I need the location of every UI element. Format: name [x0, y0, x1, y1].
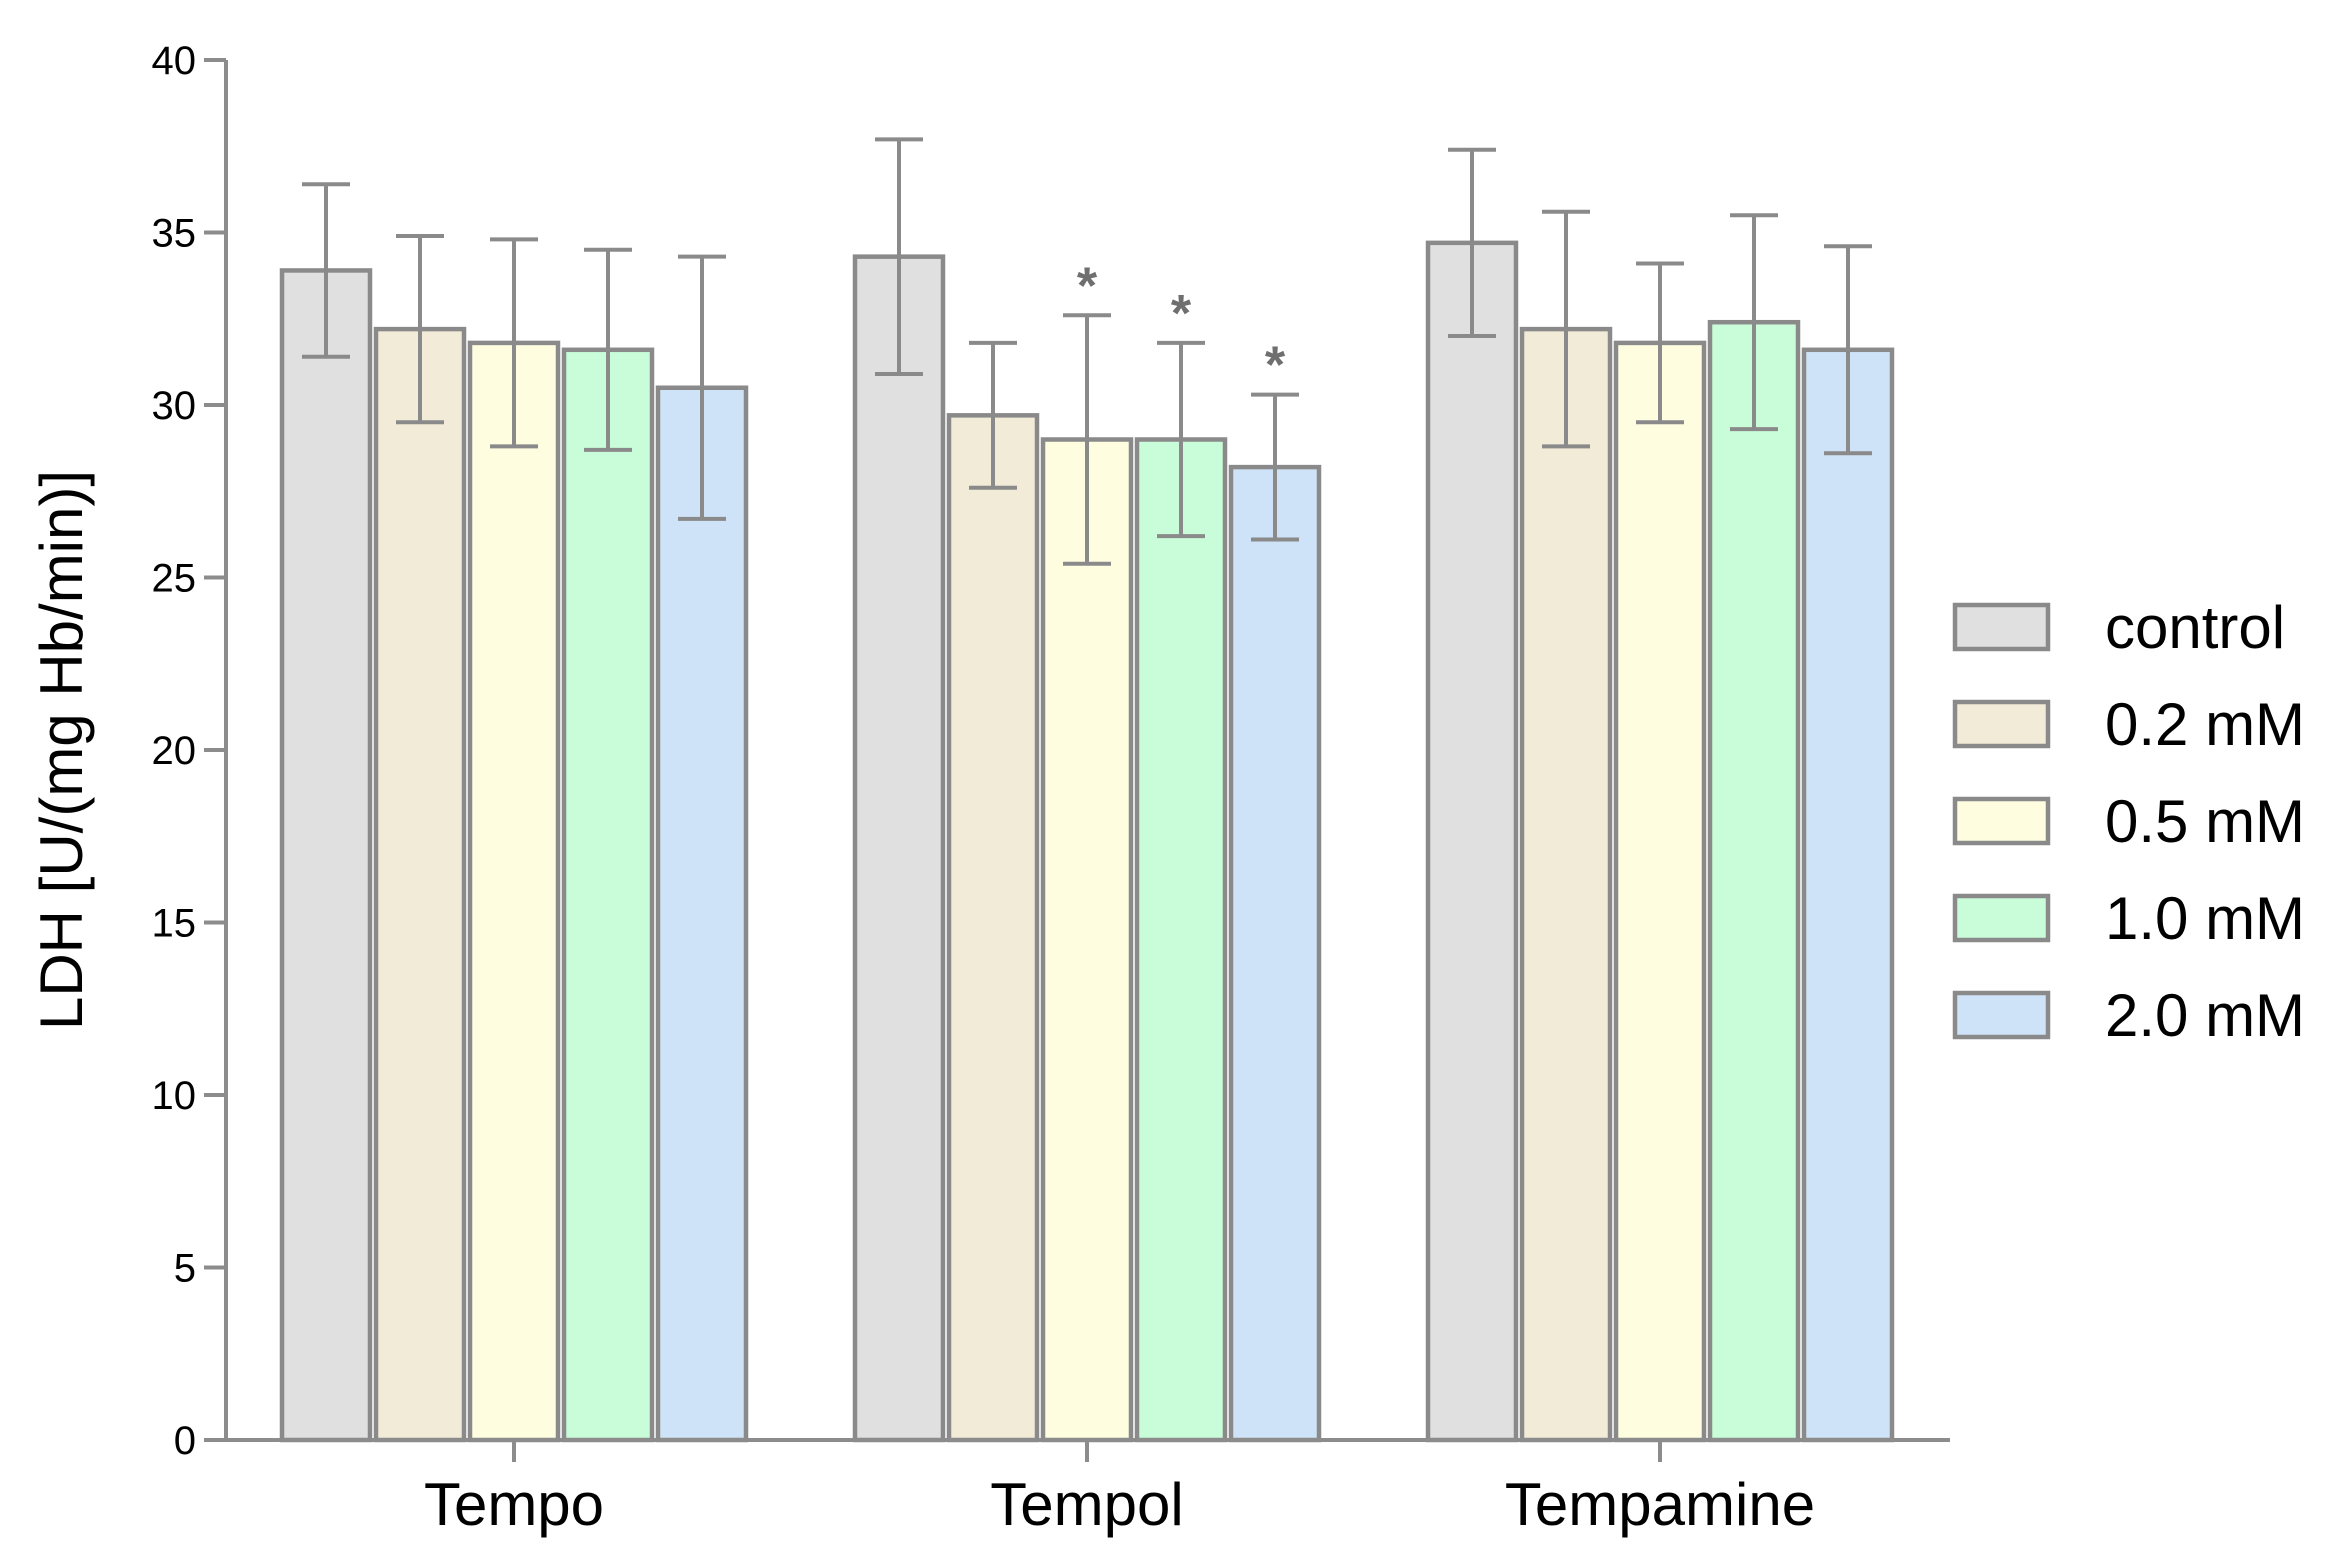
- bar-tempol-2: [1040, 437, 1134, 1443]
- bar-tempo-0: [279, 268, 373, 1443]
- y-tick-label: 5: [174, 1247, 196, 1291]
- y-tick-label: 30: [152, 384, 197, 428]
- legend-label: 0.5 mM: [2105, 788, 2305, 855]
- y-ticks: 0 5 10 15 20 25 30 35 40: [152, 39, 226, 1463]
- bars-group: * * *: [279, 137, 1895, 1443]
- bar-tempo-3: [561, 347, 655, 1443]
- x-ticks: Tempo Tempol Tempamine: [424, 1440, 1815, 1538]
- legend-swatch: [1952, 990, 2051, 1040]
- y-tick-label: 10: [152, 1074, 197, 1118]
- legend-label: 2.0 mM: [2105, 982, 2305, 1049]
- bar-tempamine-1: [1519, 326, 1613, 1443]
- bar-tempo-1: [373, 326, 467, 1443]
- bar-tempamine-0: [1425, 240, 1519, 1443]
- bar-tempamine-2: [1613, 340, 1707, 1443]
- category-label: Tempamine: [1505, 1471, 1815, 1538]
- bar-tempamine-4: [1801, 347, 1895, 1443]
- y-tick-label: 25: [152, 557, 197, 601]
- significance-star: *: [1171, 285, 1192, 343]
- y-tick-label: 35: [152, 212, 197, 256]
- y-tick-label: 40: [152, 39, 197, 83]
- bar-tempo-2: [467, 340, 561, 1443]
- significance-star: *: [1077, 257, 1098, 315]
- bar-tempol-4: [1228, 464, 1322, 1443]
- y-tick-label: 0: [174, 1419, 196, 1463]
- legend-swatch: [1952, 699, 2051, 749]
- bar-tempol-3: [1134, 437, 1228, 1443]
- y-tick-label: 15: [152, 902, 197, 946]
- legend-swatch: [1952, 893, 2051, 943]
- bar-tempol-1: [946, 413, 1040, 1443]
- legend: control 0.2 mM 0.5 mM 1.0 mM 2.0 mM: [1952, 594, 2305, 1049]
- legend-label: 0.2 mM: [2105, 691, 2305, 758]
- y-axis-title: LDH [U/(mg Hb/min)]: [28, 470, 95, 1030]
- category-label: Tempol: [990, 1471, 1183, 1538]
- bar-tempamine-3: [1707, 319, 1801, 1443]
- category-label: Tempo: [424, 1471, 604, 1538]
- bar-tempol-0: [852, 254, 946, 1443]
- significance-star: *: [1265, 337, 1286, 395]
- y-tick-label: 20: [152, 729, 197, 773]
- legend-label: 1.0 mM: [2105, 885, 2305, 952]
- legend-label: control: [2105, 594, 2285, 661]
- legend-swatch: [1952, 796, 2051, 846]
- legend-swatch: [1952, 602, 2051, 652]
- bar-tempo-4: [655, 385, 749, 1443]
